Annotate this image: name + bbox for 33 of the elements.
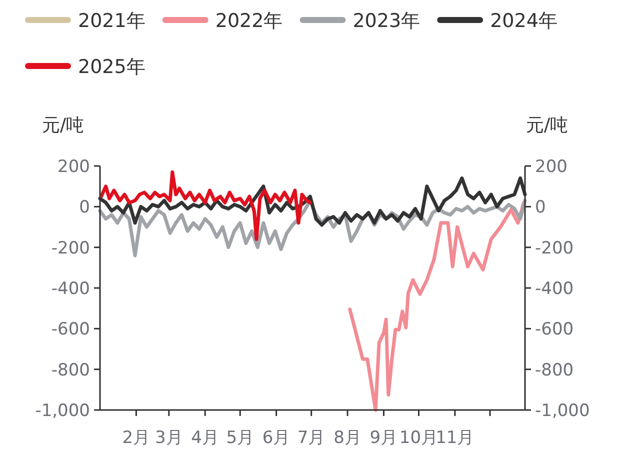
line-series (348, 200, 526, 412)
legend-label: 2023年 (352, 10, 420, 32)
y2-tick-label: -400 (535, 279, 574, 299)
y2-tick-label: 0 (535, 198, 546, 218)
x-tick-label: 6月 (262, 428, 290, 448)
y-tick-label: -600 (51, 320, 90, 340)
y-tick-label: -200 (51, 238, 90, 258)
y2-tick-label: -600 (535, 320, 574, 340)
legend-label: 2025年 (78, 56, 146, 78)
x-tick-label: 8月 (334, 428, 362, 448)
x-tick-label: 2月 (122, 428, 150, 448)
x-tick-label: 9月 (370, 428, 398, 448)
y-axis-title: 元/吨 (42, 115, 84, 136)
y2-tick-label: 200 (535, 157, 568, 177)
x-tick-label: 11月 (436, 428, 474, 448)
legend-label: 2021年 (78, 10, 146, 32)
legend-label: 2022年 (215, 10, 283, 32)
y2-tick-label: -200 (535, 238, 574, 258)
y-tick-label: 200 (58, 157, 90, 177)
y2-tick-label: -1,000 (535, 401, 590, 421)
legend-label: 2024年 (490, 10, 558, 32)
x-tick-label: 4月 (191, 428, 219, 448)
x-tick-label: 10月 (399, 428, 438, 448)
y-tick-label: -1,000 (35, 401, 90, 421)
y-tick-label: -800 (51, 360, 90, 380)
y-tick-label: -400 (51, 279, 90, 299)
x-tick-label: 3月 (154, 428, 183, 448)
y-tick-label: 0 (79, 198, 90, 218)
y2-tick-label: -800 (535, 360, 574, 380)
y2-axis-title: 元/吨 (526, 115, 568, 136)
line-series (99, 170, 312, 241)
x-tick-label: 5月 (226, 428, 254, 448)
x-tick-label: 7月 (297, 428, 326, 448)
